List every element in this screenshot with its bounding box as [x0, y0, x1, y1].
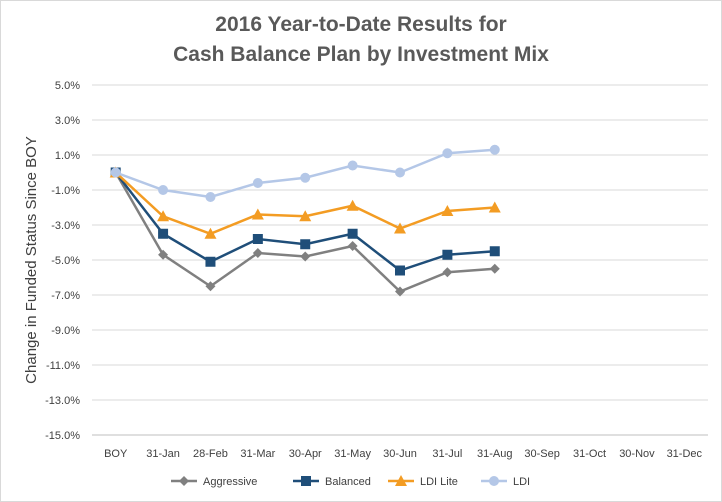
legend-item-ldi-lite: LDI Lite: [388, 475, 458, 488]
legend-item-balanced: Balanced: [293, 476, 371, 488]
y-tick-label: 3.0%: [55, 115, 80, 127]
y-tick-label: -15.0%: [45, 430, 80, 442]
legend-item-ldi: LDI: [481, 476, 530, 488]
series-ldi-lite: [109, 166, 501, 239]
data-point-ldi: [252, 178, 263, 188]
data-point-ldi: [442, 148, 453, 159]
legend-marker: [395, 475, 407, 486]
legend-label: Aggressive: [203, 476, 257, 488]
legend-marker: [301, 476, 311, 486]
y-tick-label: -11.0%: [46, 360, 80, 372]
data-point-aggressive: [489, 263, 500, 274]
x-tick-label: 31-May: [334, 448, 371, 460]
data-point-ldi: [110, 167, 121, 178]
data-point-ldi-lite: [251, 208, 264, 220]
data-point-aggressive: [300, 251, 311, 262]
y-tick-label: -3.0%: [51, 220, 80, 232]
chart-title-line-1: 2016 Year-to-Date Results for: [215, 13, 506, 36]
x-tick-label: 31-Mar: [240, 448, 275, 460]
legend-marker: [489, 476, 499, 486]
x-tick-label: 30-Jun: [383, 448, 417, 460]
data-point-balanced: [205, 256, 216, 267]
x-tick-label: 31-Oct: [573, 448, 606, 460]
y-tick-label: -5.0%: [51, 255, 80, 267]
x-tick-label: BOY: [104, 448, 128, 460]
data-point-ldi: [347, 160, 358, 171]
gridlines: [92, 84, 708, 436]
legend-label: Balanced: [325, 476, 371, 488]
data-point-ldi-lite: [204, 227, 217, 239]
data-point-aggressive: [158, 249, 169, 260]
data-point-balanced: [158, 228, 169, 239]
data-point-ldi-lite: [157, 210, 170, 222]
x-tick-label: 30-Sep: [524, 448, 559, 460]
legend-label: LDI: [513, 476, 530, 488]
y-tick-label: 5.0%: [55, 80, 80, 92]
y-tick-label: -1.0%: [51, 185, 80, 197]
chart-title-line-2: Cash Balance Plan by Investment Mix: [173, 43, 549, 66]
x-axis-ticks: BOY 31-Jan 28-Feb 31-Mar 30-Apr 31-May 30-Jun 3…: [104, 448, 702, 460]
data-point-aggressive: [442, 267, 453, 278]
x-tick-label: 30-Nov: [619, 448, 655, 460]
data-point-ldi: [489, 144, 500, 155]
series-lines: [109, 144, 501, 297]
x-tick-label: 31-Aug: [477, 448, 512, 460]
data-point-ldi-lite: [488, 201, 501, 213]
y-tick-label: -7.0%: [51, 290, 80, 302]
data-point-ldi: [205, 192, 216, 202]
data-point-aggressive: [347, 241, 358, 251]
data-point-ldi-lite: [346, 199, 359, 211]
data-point-ldi-lite: [394, 222, 406, 234]
data-point-ldi-lite: [299, 210, 312, 222]
data-point-balanced: [395, 265, 405, 276]
data-point-balanced: [252, 234, 263, 244]
legend-item-aggressive: Aggressive: [171, 476, 257, 488]
y-tick-label: 1.0%: [55, 150, 80, 162]
data-point-ldi: [300, 172, 311, 183]
legend: Aggressive Balanced LDI Lite LDI: [171, 475, 530, 488]
data-point-balanced: [300, 239, 311, 250]
x-tick-label: 31-Jul: [432, 448, 462, 460]
y-tick-label: -9.0%: [51, 325, 80, 337]
data-point-balanced: [442, 249, 453, 260]
x-tick-label: 31-Dec: [667, 448, 703, 460]
legend-marker: [179, 476, 189, 486]
y-axis-ticks: 5.0% 3.0% 1.0% -1.0% -3.0% -5.0% -7.0% -9.0% -11…: [45, 80, 80, 442]
data-point-balanced: [347, 228, 358, 239]
legend-label: LDI Lite: [420, 476, 458, 488]
data-point-ldi: [395, 167, 405, 178]
x-tick-label: 28-Feb: [193, 448, 228, 460]
data-point-ldi: [158, 185, 169, 195]
x-tick-label: 30-Apr: [289, 448, 322, 460]
data-point-ldi-lite: [441, 205, 454, 216]
x-tick-label: 31-Jan: [146, 448, 180, 460]
y-tick-label: -13.0%: [45, 395, 80, 407]
series-ldi: [110, 144, 500, 202]
data-point-aggressive: [205, 281, 216, 292]
data-point-aggressive: [395, 286, 405, 297]
data-point-balanced: [489, 246, 500, 257]
series-aggressive: [110, 167, 500, 297]
data-point-aggressive: [252, 248, 263, 258]
y-axis-label: Change in Funded Status Since BOY: [23, 136, 40, 384]
